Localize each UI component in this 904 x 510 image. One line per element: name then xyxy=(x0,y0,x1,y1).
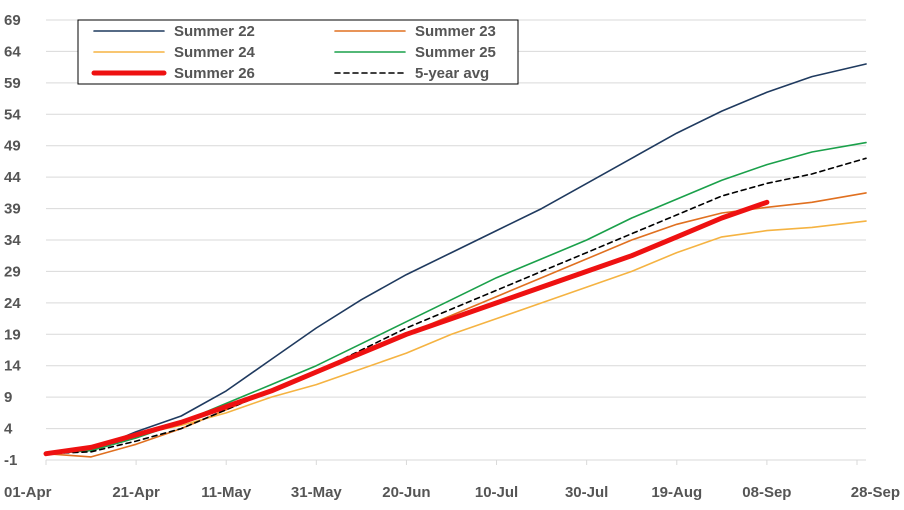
y-tick-label: 44 xyxy=(4,169,21,186)
legend-label: Summer 25 xyxy=(415,44,496,61)
y-tick-label: 39 xyxy=(4,201,21,218)
gridlines xyxy=(46,19,866,461)
y-tick-label: 59 xyxy=(4,75,21,92)
series-line-summer-26 xyxy=(43,199,770,457)
series-lines xyxy=(43,63,867,458)
x-tick-label: 19-Aug xyxy=(651,484,702,501)
series-line-summer-23 xyxy=(45,192,867,458)
x-tick-label: 11-May xyxy=(201,484,252,501)
y-tick-label: 54 xyxy=(4,106,21,123)
x-tick-label: 21-Apr xyxy=(112,484,160,501)
y-tick-label: 34 xyxy=(4,232,21,249)
legend-label: Summer 24 xyxy=(174,44,256,61)
y-tick-label: 64 xyxy=(4,43,21,60)
x-tick-label: 31-May xyxy=(291,484,343,501)
y-tick-label: 69 xyxy=(4,12,21,29)
y-tick-label: 4 xyxy=(4,421,13,438)
legend: Summer 22 Summer 23 Summer 24 Summer 25 Summ… xyxy=(77,19,519,85)
x-tick-label: 08-Sep xyxy=(742,484,791,501)
legend-label: 5-year avg xyxy=(415,65,489,82)
y-tick-label: 19 xyxy=(4,326,21,343)
y-tick-label: 9 xyxy=(4,389,12,406)
x-tick-label: 28-Sep xyxy=(851,484,900,501)
x-tick-label: 10-Jul xyxy=(475,484,518,501)
x-tick-label: 20-Jun xyxy=(382,484,430,501)
y-tick-label: 24 xyxy=(4,295,21,312)
legend-label: Summer 22 xyxy=(174,23,255,40)
series-line-summer-22 xyxy=(45,63,867,455)
y-tick-label: 49 xyxy=(4,138,21,155)
legend-label: Summer 26 xyxy=(174,65,255,82)
y-tick-label: 14 xyxy=(4,358,21,375)
x-tick-label: 30-Jul xyxy=(565,484,608,501)
x-tick-label: 01-Apr xyxy=(4,484,52,501)
series-line-summer-24 xyxy=(45,220,867,455)
series-line-5-year-avg xyxy=(45,157,867,455)
y-tick-label: 29 xyxy=(4,263,21,280)
x-axis-ticks: 01-Apr 21-Apr 11-May 31-May 20-Jun 10-Jul 30-J… xyxy=(4,460,900,501)
legend-label: Summer 23 xyxy=(415,23,496,40)
y-tick-label: -1 xyxy=(4,452,17,469)
